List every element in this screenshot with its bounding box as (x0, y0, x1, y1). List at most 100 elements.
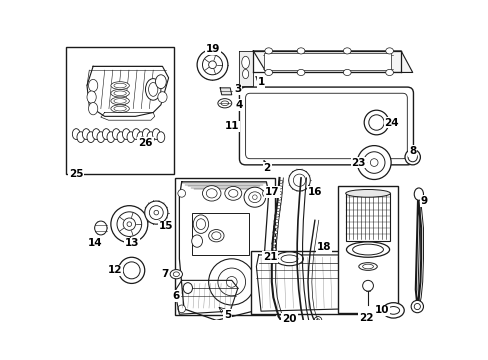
Ellipse shape (112, 129, 120, 139)
Ellipse shape (407, 153, 416, 162)
Ellipse shape (241, 56, 249, 69)
Bar (191, 213, 249, 255)
Ellipse shape (276, 203, 280, 206)
Ellipse shape (122, 129, 130, 139)
Ellipse shape (208, 61, 216, 69)
Ellipse shape (82, 129, 90, 139)
Ellipse shape (364, 110, 388, 135)
Ellipse shape (118, 257, 144, 283)
Ellipse shape (242, 69, 248, 78)
Text: 11: 11 (224, 121, 239, 131)
Text: 26: 26 (138, 138, 152, 148)
Text: 9: 9 (420, 196, 427, 206)
Ellipse shape (345, 189, 389, 197)
Ellipse shape (117, 132, 124, 143)
Ellipse shape (413, 188, 423, 200)
Ellipse shape (132, 129, 140, 139)
Ellipse shape (211, 232, 221, 239)
Ellipse shape (114, 83, 126, 88)
Text: 10: 10 (374, 305, 388, 315)
Ellipse shape (386, 306, 399, 314)
Ellipse shape (275, 208, 280, 211)
Ellipse shape (273, 225, 278, 228)
Ellipse shape (272, 237, 276, 239)
Ellipse shape (88, 80, 98, 92)
Ellipse shape (277, 315, 282, 318)
Ellipse shape (114, 99, 126, 103)
Ellipse shape (218, 268, 245, 296)
Ellipse shape (276, 197, 281, 200)
Ellipse shape (368, 115, 384, 130)
Ellipse shape (413, 303, 420, 310)
Ellipse shape (382, 303, 404, 318)
Ellipse shape (102, 129, 110, 139)
Text: 19: 19 (205, 44, 220, 54)
Ellipse shape (273, 298, 277, 301)
Ellipse shape (313, 316, 321, 324)
Ellipse shape (385, 69, 393, 76)
Ellipse shape (226, 276, 237, 287)
Ellipse shape (158, 92, 167, 103)
Ellipse shape (264, 69, 272, 76)
Ellipse shape (87, 91, 96, 103)
Ellipse shape (117, 212, 142, 237)
Ellipse shape (114, 91, 126, 95)
Ellipse shape (97, 132, 104, 143)
Text: 12: 12 (107, 265, 122, 275)
Ellipse shape (281, 255, 297, 263)
Ellipse shape (270, 265, 275, 267)
Ellipse shape (369, 159, 377, 166)
Text: 23: 23 (351, 158, 366, 167)
Ellipse shape (272, 293, 276, 296)
Ellipse shape (87, 132, 95, 143)
Ellipse shape (316, 319, 319, 322)
Ellipse shape (144, 201, 167, 224)
Ellipse shape (362, 280, 373, 291)
Text: 25: 25 (69, 169, 83, 179)
Ellipse shape (127, 222, 131, 226)
Ellipse shape (270, 276, 275, 279)
Ellipse shape (271, 259, 275, 262)
Text: 6: 6 (172, 291, 180, 301)
Ellipse shape (228, 189, 238, 197)
Ellipse shape (297, 69, 305, 76)
Ellipse shape (346, 242, 389, 257)
Ellipse shape (88, 103, 98, 115)
Ellipse shape (183, 283, 192, 293)
Ellipse shape (252, 195, 257, 199)
Ellipse shape (274, 304, 279, 307)
Text: 8: 8 (408, 146, 415, 156)
Ellipse shape (275, 252, 303, 266)
Ellipse shape (248, 192, 261, 203)
Ellipse shape (257, 305, 264, 313)
Ellipse shape (288, 170, 310, 191)
Ellipse shape (147, 132, 154, 143)
Ellipse shape (272, 231, 277, 234)
FancyBboxPatch shape (245, 93, 407, 159)
Ellipse shape (218, 99, 231, 108)
Ellipse shape (149, 206, 163, 220)
Ellipse shape (123, 262, 140, 279)
Ellipse shape (208, 230, 224, 242)
Ellipse shape (358, 263, 377, 270)
Ellipse shape (273, 220, 278, 222)
Ellipse shape (271, 253, 275, 256)
Ellipse shape (208, 259, 254, 305)
Ellipse shape (404, 149, 420, 165)
Polygon shape (101, 112, 154, 120)
Ellipse shape (111, 89, 129, 97)
Bar (66, 47, 174, 174)
Text: 20: 20 (282, 314, 296, 324)
Text: 15: 15 (159, 221, 173, 231)
Ellipse shape (270, 281, 275, 284)
Ellipse shape (410, 300, 423, 313)
Ellipse shape (127, 132, 135, 143)
Ellipse shape (155, 75, 166, 89)
Ellipse shape (173, 272, 179, 276)
Ellipse shape (191, 235, 202, 247)
Polygon shape (179, 182, 268, 320)
Ellipse shape (193, 215, 208, 233)
Ellipse shape (72, 129, 80, 139)
Ellipse shape (271, 242, 276, 245)
Ellipse shape (107, 132, 115, 143)
